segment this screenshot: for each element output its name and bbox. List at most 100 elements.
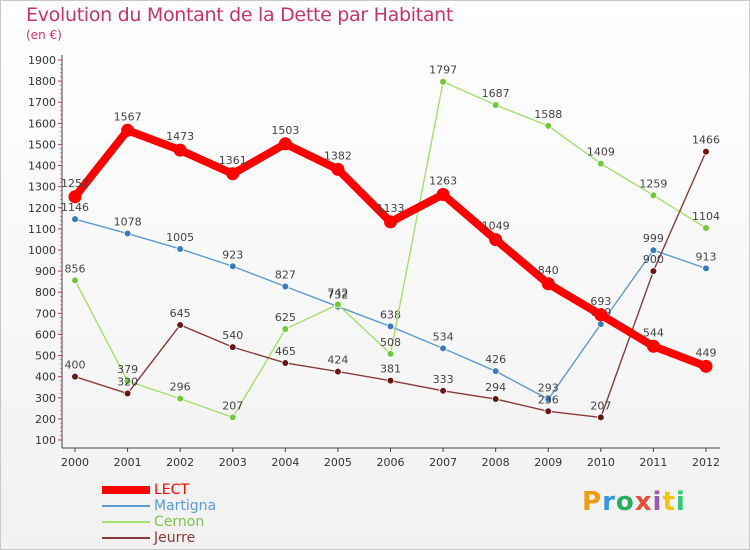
data-label-martigna: 426 <box>485 353 506 366</box>
y-tick-label: 1300 <box>28 181 56 194</box>
data-label-cernon: 379 <box>117 363 138 376</box>
data-label-martigna: 293 <box>538 381 559 394</box>
chart-unit: (en €) <box>26 28 62 42</box>
y-tick-label: 200 <box>35 413 56 426</box>
data-point-cernon <box>176 394 184 403</box>
data-point-martigna <box>597 320 605 328</box>
data-point-jeurre <box>386 376 395 385</box>
data-point-cernon <box>597 159 605 168</box>
y-tick-label: 900 <box>35 265 56 278</box>
logo-letter: o <box>615 487 635 517</box>
data-label-cernon: 508 <box>380 336 401 349</box>
logo-letter: i <box>675 487 686 517</box>
data-point-lect <box>594 308 608 322</box>
legend-swatch-lect <box>102 486 150 494</box>
legend-swatch-martigna <box>102 505 150 507</box>
data-label-cernon: 207 <box>222 399 243 412</box>
data-label-lect: 693 <box>590 295 611 308</box>
data-point-lect <box>173 143 187 157</box>
x-tick-label: 2001 <box>114 456 142 469</box>
data-point-martigna <box>544 395 553 404</box>
data-point-jeurre <box>544 407 553 416</box>
series-cernon: 856 379 296 207 625 742 508 1797 1687 1588 1409 125… <box>65 64 720 422</box>
data-point-cernon <box>123 377 132 385</box>
data-label-martigna: 827 <box>275 269 296 282</box>
data-label-jeurre: 320 <box>117 376 138 389</box>
data-point-cernon <box>71 276 79 285</box>
data-label-lect: 1382 <box>324 149 352 162</box>
data-label-jeurre: 381 <box>380 363 401 376</box>
data-label-martigna: 999 <box>643 232 664 245</box>
series-martigna: 1146107810059238277326385344262936499999… <box>61 201 717 404</box>
y-tick-label: 500 <box>35 350 56 363</box>
legend-swatch-jeurre <box>102 537 150 539</box>
x-tick-label: 2007 <box>429 456 457 469</box>
data-label-lect: 1567 <box>114 110 142 123</box>
data-label-martigna: 1078 <box>114 216 142 229</box>
data-label-lect: 840 <box>538 264 559 277</box>
logo-letter: r <box>602 487 616 517</box>
data-point-cernon <box>491 101 500 109</box>
data-label-martigna: 1146 <box>61 201 89 214</box>
data-label-cernon: 1687 <box>482 87 510 100</box>
data-label-jeurre: 540 <box>222 329 243 342</box>
chart-title: Evolution du Montant de la Dette par Hab… <box>26 4 454 26</box>
y-tick-label: 1200 <box>28 202 56 215</box>
y-tick-label: 1700 <box>28 96 56 109</box>
data-label-jeurre: 400 <box>65 359 86 372</box>
y-tick-label: 1100 <box>28 223 56 236</box>
x-tick-label: 2005 <box>324 456 352 469</box>
y-tick-label: 600 <box>35 328 56 341</box>
data-label-martigna: 638 <box>380 308 401 321</box>
data-point-lect <box>436 187 450 201</box>
legend-label-lect: LECT <box>154 482 189 498</box>
x-tick-label: 2012 <box>692 456 720 469</box>
logo-letter: t <box>662 487 676 517</box>
series-jeurre: 400 320 645 540 465 424 381 333 294 236 207 900 1466 <box>65 134 720 422</box>
data-point-cernon <box>386 350 395 358</box>
data-point-jeurre <box>281 359 290 367</box>
data-label-jeurre: 900 <box>643 253 664 266</box>
logo-letter: P <box>582 487 603 517</box>
y-tick-label: 1800 <box>28 75 56 88</box>
x-tick-label: 2008 <box>482 456 510 469</box>
data-label-martigna: 1005 <box>166 231 194 244</box>
data-point-cernon <box>544 122 553 130</box>
data-point-cernon <box>228 413 237 422</box>
data-label-lect: 1361 <box>219 154 247 167</box>
data-label-cernon: 856 <box>65 262 86 275</box>
data-point-martigna <box>702 264 710 273</box>
x-tick-label: 2002 <box>166 456 194 469</box>
legend-label-martigna: Martigna <box>154 498 217 514</box>
y-tick-label: 1400 <box>28 160 56 173</box>
y-tick-label: 300 <box>35 392 56 405</box>
data-point-cernon <box>702 224 710 232</box>
data-point-martigna <box>228 262 237 271</box>
data-label-lect: 449 <box>696 346 717 359</box>
x-tick-label: 2000 <box>61 456 89 469</box>
legend-label-jeurre: Jeurre <box>154 530 196 546</box>
data-label-lect: 1049 <box>482 220 510 233</box>
y-tick-label: 800 <box>35 286 56 299</box>
data-point-martigna <box>176 245 184 253</box>
data-label-cernon: 625 <box>275 311 296 324</box>
legend-label-cernon: Cernon <box>154 514 205 530</box>
data-label-cernon: 1797 <box>429 64 457 77</box>
data-point-jeurre <box>176 321 184 329</box>
data-point-martigna <box>71 215 79 223</box>
data-point-lect <box>646 339 660 353</box>
x-tick-label: 2004 <box>271 456 299 469</box>
data-point-jeurre <box>597 413 605 422</box>
data-point-lect <box>331 162 345 176</box>
data-label-cernon: 742 <box>327 286 348 299</box>
data-label-lect: 1133 <box>377 202 405 215</box>
y-tick-label: 400 <box>35 371 56 384</box>
y-tick-label: 1900 <box>28 54 56 67</box>
data-point-jeurre <box>228 343 237 351</box>
data-label-jeurre: 236 <box>538 393 559 406</box>
y-tick-label: 1000 <box>28 244 56 257</box>
data-point-lect <box>278 137 292 151</box>
data-label-lect: 1252 <box>61 177 89 190</box>
proxiti-logo[interactable]: Proxiti <box>582 487 686 517</box>
